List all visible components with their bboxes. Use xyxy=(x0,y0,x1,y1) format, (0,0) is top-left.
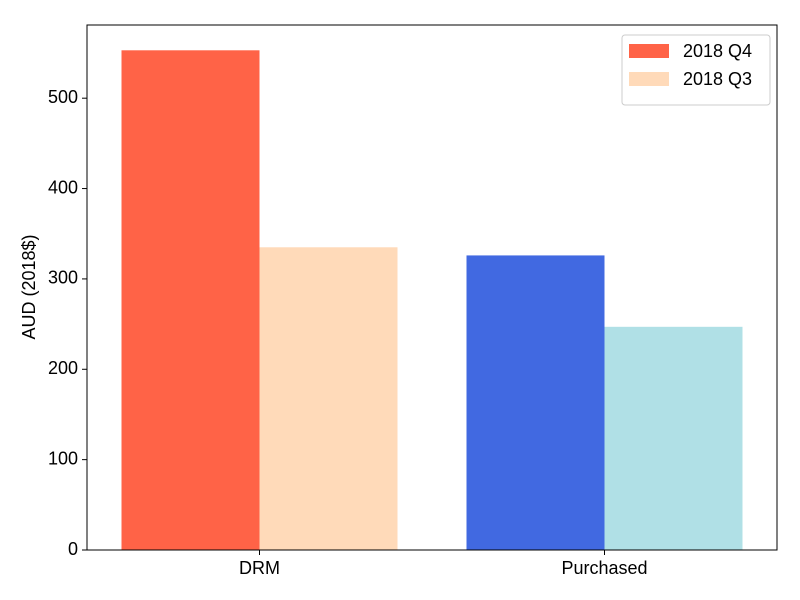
plot-frame xyxy=(86,24,778,551)
y-axis-label: AUD (2018$) xyxy=(19,234,39,339)
legend-swatch xyxy=(629,72,669,86)
y-tick-label: 100 xyxy=(48,448,78,468)
bar xyxy=(604,326,743,550)
y-tick-label: 400 xyxy=(48,177,78,197)
legend-label: 2018 Q4 xyxy=(683,41,752,61)
y-tick-label: 500 xyxy=(48,87,78,107)
bar xyxy=(466,255,605,550)
legend-swatch xyxy=(629,44,669,58)
y-tick-label: 0 xyxy=(68,539,78,559)
bar xyxy=(259,247,398,550)
x-tick-label: Purchased xyxy=(561,558,647,578)
bar xyxy=(121,50,260,550)
y-tick-label: 300 xyxy=(48,268,78,288)
legend-label: 2018 Q3 xyxy=(683,69,752,89)
x-tick-label: DRM xyxy=(239,558,280,578)
y-tick-label: 200 xyxy=(48,358,78,378)
